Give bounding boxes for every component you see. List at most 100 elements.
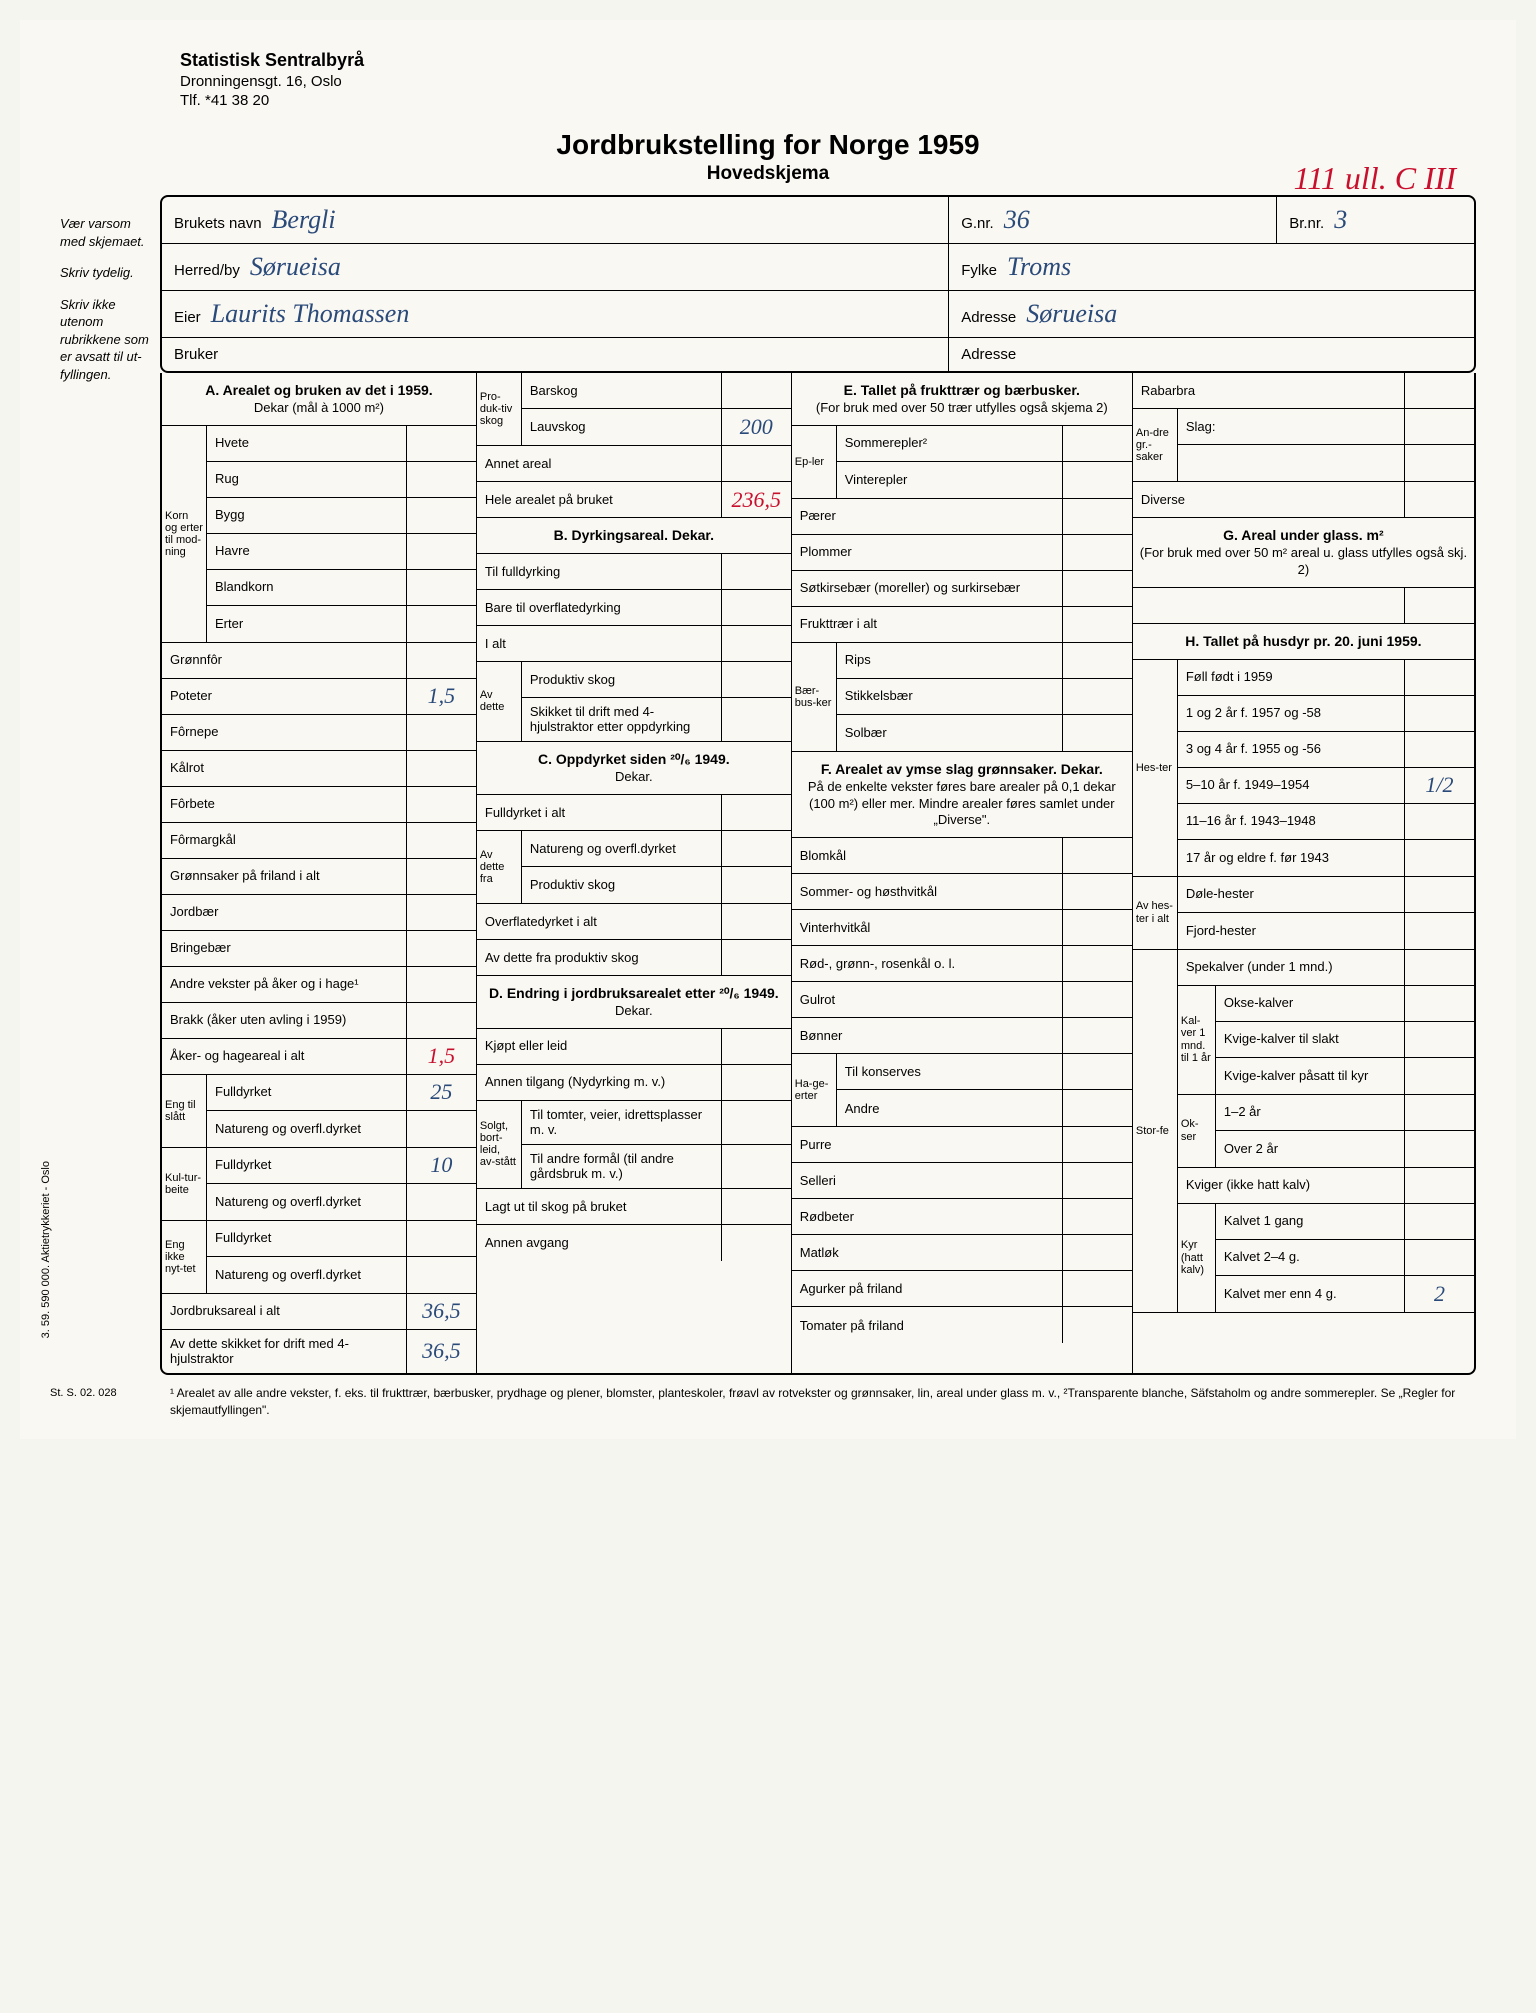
field-eier: Eier Laurits Thomassen <box>162 291 949 337</box>
side-note-2: Skriv tydelig. <box>60 264 150 282</box>
row-fornepe: Fôrnepe <box>162 715 406 750</box>
row-kalvet1: Kalvet 1 gang <box>1216 1204 1404 1239</box>
footnote: ¹ Arealet av alle andre vekster, f. eks.… <box>160 1385 1476 1419</box>
kyr-group: Kyr (hatt kalv) Kalvet 1 gang Kalvet 2–4… <box>1178 1204 1474 1312</box>
hage-side: Ha-ge-erter <box>792 1054 837 1126</box>
val-eng-fulldyrket: 25 <box>430 1079 452 1105</box>
row-poteter: Poteter <box>162 679 406 714</box>
form-area: Brukets navn Bergli G.nr. 36 Br.nr. 3 He… <box>160 195 1476 1419</box>
row-rips: Rips <box>837 643 1062 678</box>
row-spekalver: Spekalver (under 1 mnd.) <box>1178 950 1404 985</box>
section-b-head: B. Dyrkingsareal. Dekar. <box>477 518 791 554</box>
row-bonner: Bønner <box>792 1018 1062 1053</box>
row-andre-vekster: Andre vekster på åker og i hage¹ <box>162 967 406 1002</box>
field-brukets-navn: Brukets navn Bergli <box>162 197 949 243</box>
sub-title: Hovedskjema <box>60 163 1476 185</box>
column-bcd: Pro-duk-tiv skog Barskog Lauvskog200 Ann… <box>477 373 792 1373</box>
kalver-side: Kal-ver 1 mnd. til 1 år <box>1178 986 1216 1094</box>
row-fjord: Fjord-hester <box>1178 913 1404 949</box>
row-rug: Rug <box>207 462 406 497</box>
row-b-prod-skog: Produktiv skog <box>522 662 721 697</box>
row-5-10: 5–10 år f. 1949–1954 <box>1178 768 1404 803</box>
row-d-til-andre: Til andre formål (til andre gårdsbruk m.… <box>522 1145 721 1188</box>
storfe-side: Stor-fe <box>1133 950 1178 1312</box>
row-bringebaer: Bringebær <box>162 931 406 966</box>
av-hester-side: Av hes-ter i alt <box>1133 877 1178 949</box>
field-herred: Herred/by Sørueisa <box>162 244 949 290</box>
kalver-group: Kal-ver 1 mnd. til 1 år Okse-kalver Kvig… <box>1178 986 1474 1095</box>
kyr-side: Kyr (hatt kalv) <box>1178 1204 1216 1312</box>
top-fields: Brukets navn Bergli G.nr. 36 Br.nr. 3 He… <box>160 195 1476 373</box>
row-kalvet-mer: Kalvet mer enn 4 g. <box>1216 1276 1404 1312</box>
val-jordbruksareal: 36,5 <box>422 1298 461 1324</box>
hester-group: Hes-ter Føll født i 1959 1 og 2 år f. 19… <box>1133 660 1474 877</box>
row-kalvet24: Kalvet 2–4 g. <box>1216 1240 1404 1275</box>
row-solbaer: Solbær <box>837 715 1062 751</box>
field-gnr: G.nr. 36 <box>949 197 1277 243</box>
row-av-dette-skikket: Av dette skikket for drift med 4-hjulstr… <box>162 1330 406 1373</box>
row-stikkelsbaer: Stikkelsbær <box>837 679 1062 714</box>
d-solgt-group: Solgt, bort-leid, av-stått Til tomter, v… <box>477 1101 791 1189</box>
print-info: 3. 59. 590 000. Aktietrykkeriet - Oslo <box>40 1161 52 1338</box>
row-ein-natureng: Natureng og overfl.dyrket <box>207 1257 406 1293</box>
org-name: Statistisk Sentralbyrå <box>180 50 1476 71</box>
field-adresse: Adresse Sørueisa <box>949 291 1474 337</box>
row-aker-hage: Åker- og hageareal i alt <box>162 1039 406 1074</box>
row-rodgronn: Rød-, grønn-, rosenkål o. l. <box>792 946 1062 981</box>
section-e-head: E. Tallet på frukttrær og bærbusker.(For… <box>792 373 1132 426</box>
row-kvigekalver-kyr: Kvige-kalver påsatt til kyr <box>1216 1058 1404 1094</box>
d-solgt-side: Solgt, bort-leid, av-stått <box>477 1101 522 1188</box>
baer-side: Bær-bus-ker <box>792 643 837 751</box>
val-hele-arealet: 236,5 <box>732 487 782 513</box>
row-d-annen-tilgang: Annen tilgang (Nydyrking m. v.) <box>477 1065 721 1100</box>
row-3og4: 3 og 4 år f. 1955 og -56 <box>1178 732 1404 767</box>
hester-side: Hes-ter <box>1133 660 1178 876</box>
row-1-2ar: 1–2 år <box>1216 1095 1404 1130</box>
val-5-10: 1/2 <box>1425 772 1453 798</box>
row-11-16: 11–16 år f. 1943–1948 <box>1178 804 1404 839</box>
row-d-annen-avgang: Annen avgang <box>477 1225 721 1261</box>
value-herred: Sørueisa <box>250 252 936 282</box>
row-c-natureng: Natureng og overfl.dyrket <box>522 831 721 866</box>
row-b-ialt: I alt <box>477 626 721 661</box>
row-rabarbra: Rabarbra <box>1133 373 1404 408</box>
section-a-head: A. Arealet og bruken av det i 1959. Deka… <box>162 373 476 426</box>
main-grid: A. Arealet og bruken av det i 1959. Deka… <box>160 373 1476 1375</box>
side-note-1: Vær varsom med skjemaet. <box>60 215 150 250</box>
row-b-skikket: Skikket til drift med 4-hjulstraktor ett… <box>522 698 721 741</box>
av-hester-group: Av hes-ter i alt Døle-hester Fjord-heste… <box>1133 877 1474 950</box>
row-blomkal: Blomkål <box>792 838 1062 873</box>
row-rodbeter: Rødbeter <box>792 1199 1062 1234</box>
row-agurker: Agurker på friland <box>792 1271 1062 1306</box>
kulturbeite-group: Kul-tur-beite Fulldyrket10 Natureng og o… <box>162 1148 476 1221</box>
value-fylke: Troms <box>1007 252 1462 282</box>
field-fylke: Fylke Troms <box>949 244 1474 290</box>
row-formargkal: Fôrmargkål <box>162 823 406 858</box>
column-gh: Rabarbra An-dre gr.-saker Slag: Diverse … <box>1133 373 1474 1373</box>
row-hvete: Hvete <box>207 426 406 461</box>
eng-ikke-group: Eng ikke nyt-tet Fulldyrket Natureng og … <box>162 1221 476 1294</box>
org-address-1: Dronningensgt. 16, Oslo <box>180 73 1476 90</box>
side-instructions: Vær varsom med skjemaet. Skriv tydelig. … <box>60 195 160 1419</box>
row-d-kjopt: Kjøpt eller leid <box>477 1029 721 1064</box>
row-ein-fulldyrket: Fulldyrket <box>207 1221 406 1256</box>
val-poteter: 1,5 <box>428 683 456 709</box>
val-aker-hage: 1,5 <box>428 1043 456 1069</box>
b-av-dette-group: Av dette Produktiv skog Skikket til drif… <box>477 662 791 742</box>
section-h-head: H. Tallet på husdyr pr. 20. juni 1959. <box>1133 624 1474 660</box>
row-d-lagt-ut: Lagt ut til skog på bruket <box>477 1189 721 1224</box>
b-av-dette-side: Av dette <box>477 662 522 741</box>
epler-group: Ep-ler Sommerepler² Vinterepler <box>792 426 1132 499</box>
row-gulrot: Gulrot <box>792 982 1062 1017</box>
row-tomater: Tomater på friland <box>792 1307 1062 1343</box>
korn-group: Korn og erter til mod-ning Hvete Rug Byg… <box>162 426 476 643</box>
row-eng-natureng: Natureng og overfl.dyrket <box>207 1111 406 1147</box>
value-brnr: 3 <box>1334 205 1462 235</box>
section-f-head: F. Arealet av ymse slag grønnsaker. Deka… <box>792 752 1132 839</box>
row-c-overflate: Overflatedyrket i alt <box>477 904 721 939</box>
title-block: Jordbrukstelling for Norge 1959 Hovedskj… <box>60 129 1476 185</box>
prod-skog-side: Pro-duk-tiv skog <box>477 373 522 445</box>
row-paerer: Pærer <box>792 499 1062 534</box>
form-code: St. S. 02. 028 <box>50 1387 117 1399</box>
row-sommer-host: Sommer- og høsthvitkål <box>792 874 1062 909</box>
